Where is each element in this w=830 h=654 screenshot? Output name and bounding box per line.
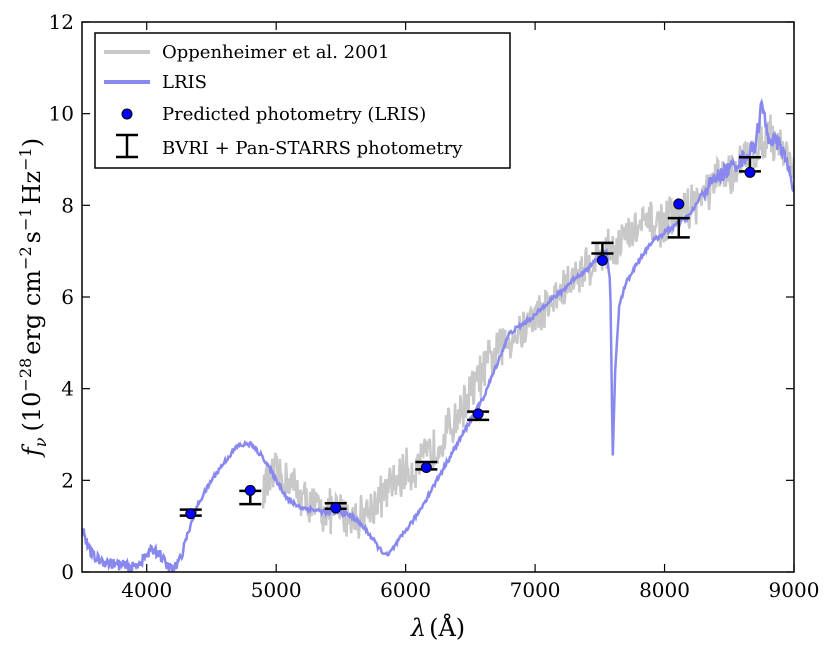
legend-box	[94, 32, 511, 169]
y-axis-exp1: −28	[16, 358, 35, 392]
predicted-point-5	[596, 254, 608, 266]
predicted-photometry-markers	[185, 166, 756, 520]
y-axis-label: fν(10−28erg cm−2s−1Hz−1)	[16, 138, 50, 458]
y-tick-label-5: 10	[49, 102, 74, 126]
x-tick-label-4: 8000	[639, 578, 690, 602]
legend-label-predicted: Predicted photometry (LRIS)	[162, 104, 426, 125]
predicted-point-4	[472, 408, 484, 420]
photometry-errorbar-5	[591, 241, 614, 255]
predicted-point-1	[244, 484, 256, 496]
legend-label-photometry: BVRI + Pan-STARRS photometry	[162, 138, 463, 159]
legend: Oppenheimer et al. 2001 LRIS Predicted p…	[94, 32, 511, 169]
y-axis-unit-s: s	[18, 231, 46, 243]
y-axis-unit-erg: erg cm	[18, 270, 46, 355]
axis-ticks: 4000 5000 6000 7000 8000 9000 0 2 4 6 8 10 12	[49, 10, 820, 602]
y-axis-close: )	[18, 138, 46, 147]
x-axis-label: λ (Å)	[410, 613, 465, 642]
y-axis-exp2: −2	[16, 246, 35, 270]
lris-spectrum-line	[82, 97, 794, 572]
x-tick-label-1: 5000	[251, 578, 302, 602]
legend-label-oppenheimer: Oppenheimer et al. 2001	[162, 42, 389, 63]
x-axis-symbol: λ	[410, 614, 426, 642]
y-axis-open: (10	[18, 392, 46, 432]
y-tick-label-1: 2	[61, 468, 74, 492]
legend-swatch-photometry	[116, 133, 138, 159]
x-tick-label-2: 6000	[380, 578, 431, 602]
series-layer	[82, 97, 794, 572]
predicted-point-0	[185, 508, 197, 520]
legend-label-lris: LRIS	[162, 72, 207, 93]
x-axis-unit: (Å)	[429, 613, 465, 642]
predicted-point-2	[330, 502, 342, 514]
y-tick-label-0: 0	[61, 560, 74, 584]
predicted-point-6	[673, 198, 685, 210]
photometry-errorbar-6	[667, 216, 690, 239]
predicted-point-3	[420, 462, 432, 473]
y-axis-exp4: −1	[16, 147, 35, 171]
y-axis-exp3: −1	[16, 207, 35, 231]
x-tick-label-5: 9000	[769, 578, 820, 602]
y-tick-label-3: 6	[61, 285, 74, 309]
y-axis-symbol-sub: ν	[31, 437, 50, 447]
x-tick-label-3: 7000	[510, 578, 561, 602]
x-tick-label-0: 4000	[121, 578, 172, 602]
y-tick-label-4: 8	[61, 193, 74, 217]
y-axis-unit-hz: Hz	[18, 171, 46, 205]
predicted-point-7	[744, 166, 756, 178]
legend-swatch-predicted	[121, 108, 133, 120]
y-tick-label-6: 12	[49, 10, 74, 34]
y-tick-label-2: 4	[61, 377, 74, 401]
